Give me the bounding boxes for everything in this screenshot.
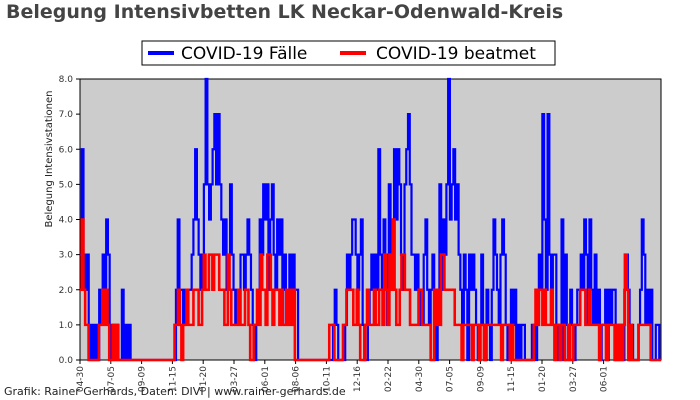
chart-title: Belegung Intensivbetten LK Neckar-Odenwa… bbox=[6, 1, 564, 23]
x-tick-label: 03-27 bbox=[569, 366, 579, 392]
y-axis: 0.0 1.0 2.0 3.0 4.0 5.0 6.0 7.0 8.0 bbox=[59, 75, 80, 366]
x-tick-label: 09-09 bbox=[476, 366, 486, 392]
x-tick-label: 12-16 bbox=[353, 366, 363, 392]
x-tick-label: 11-15 bbox=[168, 366, 178, 392]
x-tick-label: 11-15 bbox=[507, 366, 517, 392]
x-tick-label: 04-30 bbox=[76, 366, 86, 392]
series-lines bbox=[80, 77, 661, 362]
legend: COVID-19 Fälle COVID-19 beatmet bbox=[141, 40, 556, 66]
series-line-beatmet bbox=[80, 218, 661, 362]
y-tick-label: 7.0 bbox=[59, 110, 74, 120]
y-tick-label: 0.0 bbox=[59, 356, 74, 366]
x-tick-label: 10-11 bbox=[322, 366, 332, 392]
x-tick-label: 02-22 bbox=[384, 366, 394, 392]
x-tick-label: 06-01 bbox=[600, 366, 610, 392]
x-tick-label: 06-01 bbox=[261, 366, 271, 392]
x-tick-label: 09-09 bbox=[138, 366, 148, 392]
y-tick-label: 1.0 bbox=[59, 321, 74, 331]
x-tick-label: 03-27 bbox=[230, 366, 240, 392]
y-tick-label: 5.0 bbox=[59, 180, 74, 190]
x-tick-label: 07-05 bbox=[446, 366, 456, 392]
x-tick-label: 08-06 bbox=[292, 366, 302, 392]
x-tick-label: 01-20 bbox=[538, 366, 548, 392]
y-tick-label: 2.0 bbox=[59, 286, 74, 296]
y-tick-label: 3.0 bbox=[59, 251, 74, 261]
y-tick-label: 4.0 bbox=[59, 216, 74, 226]
footer-credit: Grafik: Rainer Gerhards, Daten: DIVI | w… bbox=[4, 385, 346, 398]
x-tick-label: 04-30 bbox=[415, 366, 425, 392]
y-axis-label: Belegung Intensivstationen bbox=[44, 90, 55, 227]
x-axis: 04-30 07-05 09-09 11-15 01-20 03-27 06-01 08-06… bbox=[76, 360, 610, 392]
legend-box bbox=[141, 40, 556, 66]
x-tick-label: 07-05 bbox=[107, 366, 117, 392]
x-tick-label: 01-20 bbox=[199, 366, 209, 392]
y-tick-label: 6.0 bbox=[59, 145, 74, 155]
legend-label-beatmet: COVID-19 beatmet bbox=[376, 44, 536, 64]
y-tick-label: 8.0 bbox=[59, 75, 74, 85]
legend-label-faelle: COVID-19 Fälle bbox=[181, 44, 307, 64]
